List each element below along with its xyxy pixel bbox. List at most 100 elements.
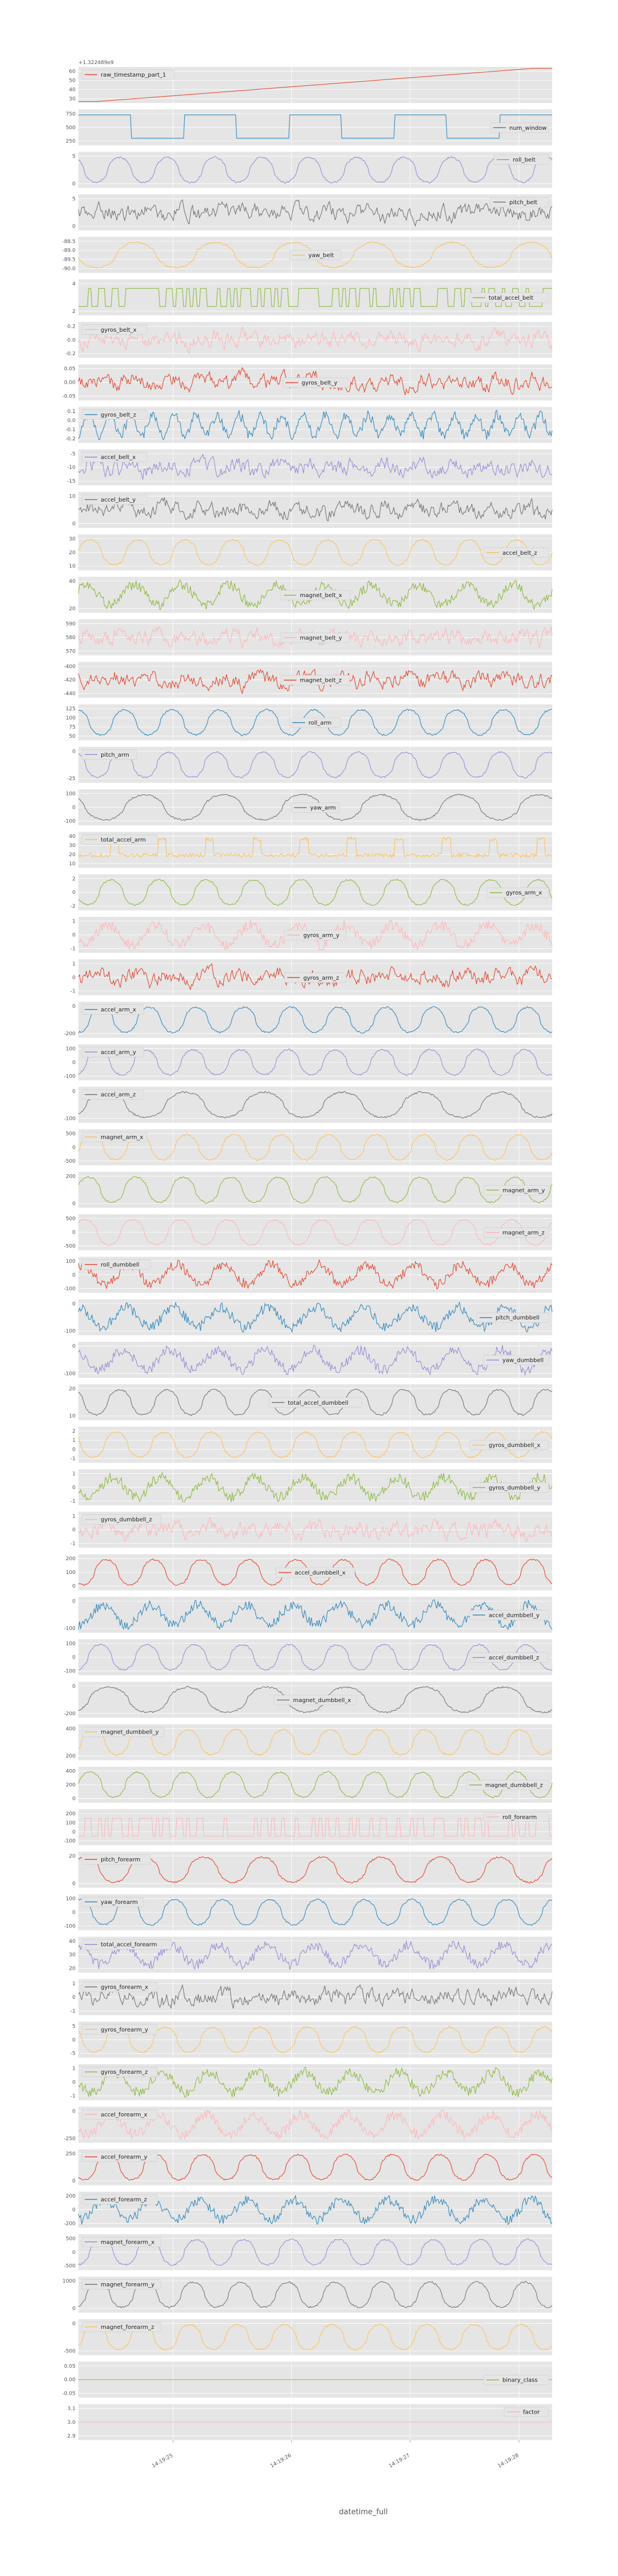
subplot-accel-dumbbell-z: 100 0 -100 accel_dumbbell_z [64, 1639, 553, 1676]
subplot-magnet-dumbbell-z: 400 200 0 magnet_dumbbell_z [66, 1767, 553, 1803]
y-tick-label: 2.9 [68, 2434, 76, 2439]
legend-label: magnet_belt_y [300, 635, 342, 641]
x-axis-ticks: 14:19:25 14:19:26 14:19:27 14:19:28 [151, 2440, 520, 2469]
y-tick-label: -100 [64, 1626, 76, 1632]
y-tick-label: 3.0 [68, 2420, 76, 2426]
series-line-yaw-dumbbell [78, 1345, 553, 1376]
subplot-magnet-belt-x: 40 20 magnet_belt_x [69, 577, 553, 613]
subplot-accel-belt-y: 10 0 accel_belt_y [69, 492, 553, 528]
subplot-accel-arm-y: 100 0 -100 accel_arm_y [64, 1044, 553, 1080]
y-tick-label: 0 [72, 1145, 76, 1151]
legend: accel_arm_x [81, 1004, 144, 1015]
y-tick-label: 1 [72, 1471, 76, 1477]
legend-label: accel_forearm_y [101, 2154, 148, 2161]
y-tick-label: 10 [69, 861, 76, 867]
legend-box [81, 2279, 161, 2289]
subplot-raw-timestamp-part-1: 60 50 40 30 raw_timestamp_part_1 [69, 67, 552, 103]
plot-background [78, 152, 552, 188]
subplot-yaw-arm: 100 0 -100 yaw_arm [64, 789, 553, 826]
y-tick-label: -100 [64, 1286, 76, 1292]
legend: total_accel_belt [469, 292, 549, 303]
legend: magnet_dumbbell_y [81, 1727, 165, 1737]
y-tick-label: 200 [66, 2194, 76, 2200]
legend-label: gyros_dumbbell_y [489, 1485, 540, 1491]
y-tick-label: 20 [69, 1966, 76, 1972]
subplot-gyros-dumbbell-x: 2 1 0 -1 gyros_dumbbell_x [70, 1426, 553, 1463]
series-line-magnet-dumbbell-x [78, 1685, 553, 1714]
legend-label: binary_class [502, 2378, 537, 2384]
subplot-roll-dumbbell: 100 0 -100 roll_dumbbell [64, 1257, 553, 1293]
subplot-yaw-belt: -88.5 -89.0 -89.5 -90.0 yaw_belt [62, 237, 553, 273]
subplot-magnet-dumbbell-x: 0 -200 magnet_dumbbell_x [64, 1681, 553, 1718]
legend-label: magnet_forearm_z [101, 2324, 154, 2331]
legend-label: total_accel_dumbbell [288, 1400, 348, 1406]
legend: gyros_dumbbell_z [81, 1514, 161, 1525]
legend: accel_belt_z [483, 547, 549, 558]
series-line-accel-forearm-z [78, 2195, 553, 2225]
y-tick-label: 400 [66, 1769, 76, 1775]
subplot-magnet-belt-z: -400 -420 -440 magnet_belt_z [64, 662, 553, 698]
y-tick-label: 0.2 [68, 324, 76, 329]
y-tick-label: -200 [64, 2221, 76, 2227]
subplot-magnet-dumbbell-y: 400 200 magnet_dumbbell_y [66, 1724, 553, 1760]
legend-box [275, 1567, 355, 1578]
legend-label: roll_dumbbell [101, 1262, 139, 1268]
subplot-total-accel-arm: 40 30 20 10 total_accel_arm [69, 832, 553, 868]
y-tick-label: 100 [66, 1820, 76, 1826]
legend: magnet_belt_y [280, 633, 350, 643]
y-tick-label: 0.00 [64, 2378, 76, 2383]
plot-background [78, 1001, 552, 1038]
subplot-stack: 60504030raw_timestamp_part_1750500250num… [62, 67, 553, 2440]
legend-box [81, 324, 148, 335]
y-tick-label: 40 [69, 579, 76, 585]
y-tick-label: -100 [64, 1371, 76, 1377]
subplot-pitch-forearm: 20 0 pitch_forearm [69, 1851, 553, 1888]
legend-box [289, 250, 342, 261]
legend-box [81, 2237, 161, 2247]
x-tick-label: 14:19:27 [388, 2452, 411, 2469]
y-tick-label: -100 [64, 1116, 76, 1122]
y-tick-label: -0.2 [65, 436, 76, 442]
y-tick-label: 0 [72, 933, 76, 939]
y-tick-label: 100 [66, 715, 76, 721]
series-line-total-accel-forearm [78, 1941, 553, 1970]
subplot-gyros-arm-z: 1 0 -1 gyros_arm_z [70, 959, 553, 996]
legend: gyros_dumbbell_y [469, 1482, 549, 1493]
subplot-gyros-belt-z: 0.1 0.0 -0.1 -0.2 gyros_belt_z [65, 407, 553, 443]
legend-label: magnet_forearm_x [101, 2239, 154, 2245]
y-tick-label: 2 [72, 1429, 76, 1434]
legend-label: yaw_arm [310, 805, 336, 812]
subplot-factor: 3.1 3.0 2.9 factor [68, 2404, 552, 2440]
series-line-magnet-forearm-y [78, 2281, 553, 2309]
y-tick-label: 0 [72, 1447, 76, 1453]
y-tick-label: 2 [72, 876, 76, 882]
legend: accel_forearm_z [81, 2194, 158, 2205]
y-tick-label: 0 [72, 2250, 76, 2256]
legend-box [284, 930, 347, 940]
legend: gyros_arm_y [284, 930, 347, 940]
y-tick-label: 20 [69, 1386, 76, 1392]
y-tick-label: 30 [69, 1953, 76, 1958]
y-tick-label: 0 [72, 1060, 76, 1066]
y-tick-label: 500 [66, 2236, 76, 2242]
legend-label: accel_arm_y [101, 1050, 136, 1056]
y-tick-label: 750 [66, 112, 76, 117]
legend: total_accel_dumbbell [268, 1397, 362, 1408]
y-tick-label: 0 [72, 2037, 76, 2043]
legend-label: accel_forearm_z [101, 2197, 147, 2203]
y-tick-label: 100 [66, 1896, 76, 1902]
legend: magnet_dumbbell_x [274, 1695, 357, 1706]
y-tick-label: 0 [72, 1655, 76, 1661]
y-tick-label: 0 [72, 1830, 76, 1835]
legend-label: accel_arm_x [101, 1007, 136, 1013]
y-tick-label: 200 [66, 1811, 76, 1817]
y-tick-label: -500 [64, 1159, 76, 1164]
series-line-gyros-dumbbell-y [78, 1472, 553, 1502]
legend-label: yaw_belt [308, 253, 334, 259]
legend-box [483, 1812, 549, 1822]
legend-label: magnet_dumbbell_z [485, 1783, 543, 1789]
y-tick-label: 0 [72, 1201, 76, 1207]
subplot-gyros-belt-x: 0.2 0.0 -0.2 gyros_belt_x [65, 321, 553, 358]
legend-box [469, 1482, 549, 1493]
y-tick-label: 0 [72, 2109, 76, 2114]
